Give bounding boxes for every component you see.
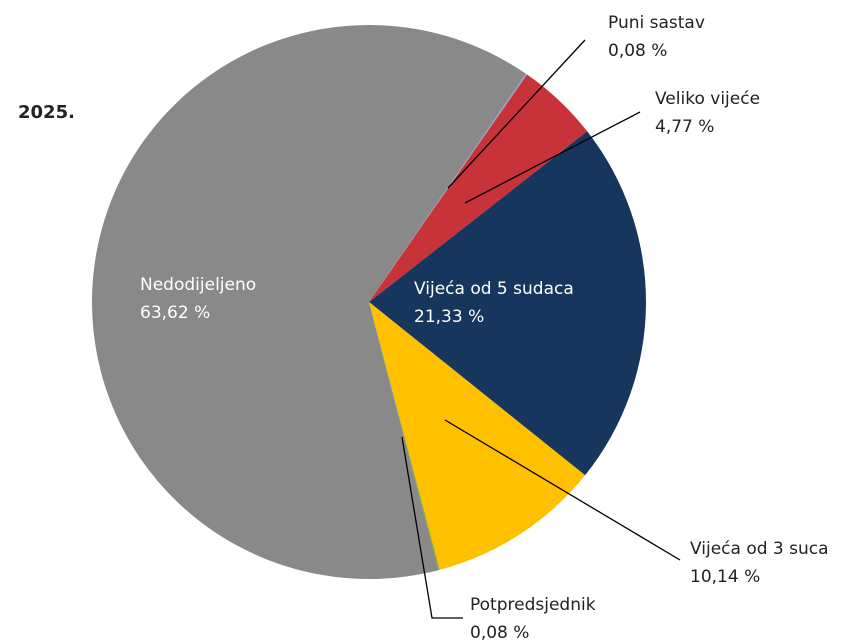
slice-value-label: 4,77 %	[655, 117, 714, 137]
slice-label: Vijeća od 3 suca	[690, 539, 829, 559]
leader-line	[464, 111, 641, 204]
slice-value-label: 0,08 %	[470, 623, 529, 643]
pie-slice	[369, 302, 440, 571]
slice-value-label: 0,08 %	[608, 41, 667, 61]
pie-slice	[369, 302, 586, 570]
chart-title: 2025.	[18, 102, 75, 123]
slice-label: Potpredsjednik	[470, 595, 596, 615]
leader-line	[447, 39, 586, 189]
slice-label: Puni sastav	[608, 13, 705, 33]
slice-label: Nedodijeljeno	[140, 275, 256, 295]
leader-line	[444, 419, 681, 561]
pie-slice	[92, 25, 526, 579]
slice-value-label: 63,62 %	[140, 303, 210, 323]
slice-label: Veliko vijeće	[655, 89, 760, 109]
slice-value-label: 10,14 %	[690, 567, 760, 587]
slice-value-label: 21,33 %	[414, 307, 484, 327]
pie-slice	[369, 74, 588, 302]
slice-label: Vijeća od 5 sudaca	[414, 279, 574, 299]
pie-slice	[369, 131, 647, 476]
leader-line	[401, 436, 463, 619]
